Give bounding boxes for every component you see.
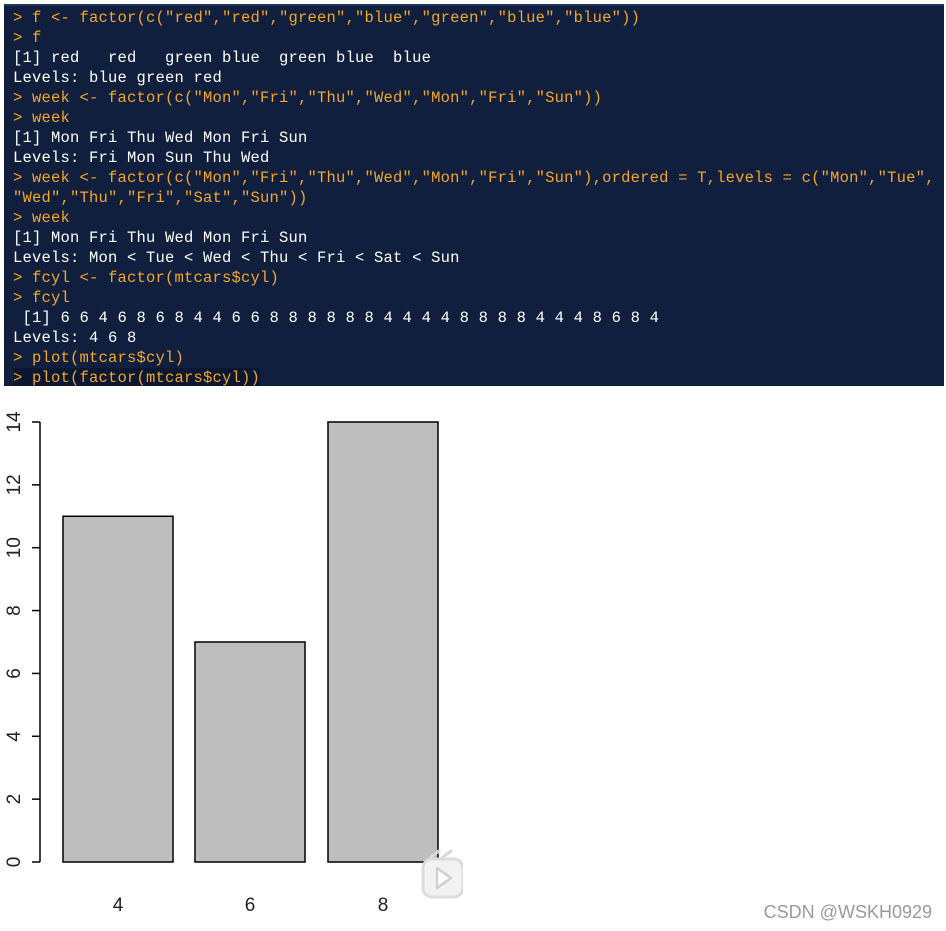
play-icon[interactable]: [421, 849, 465, 901]
y-tick-label: 14: [4, 411, 25, 433]
console-command-line: > week <- factor(c("Mon","Fri","Thu","We…: [13, 89, 603, 107]
y-tick-label: 12: [4, 474, 25, 495]
watermark-text: CSDN @WSKH0929: [763, 902, 932, 922]
bar-6: [194, 641, 306, 863]
console-command-line: > f: [13, 29, 42, 47]
console-output-line: [1] Mon Fri Thu Wed Mon Fri Sun: [13, 129, 308, 147]
console-command-line: > week: [13, 209, 71, 227]
console-command-line: > week: [13, 109, 71, 127]
y-tick-label: 4: [4, 731, 25, 742]
bar-chart: 0 2 4 6 8 10 12 14 4 6 8: [4, 411, 439, 916]
x-category-label: 8: [378, 895, 389, 916]
console-output-line: [1] red red green blue green blue blue: [13, 49, 432, 67]
bar-8: [327, 421, 439, 863]
console-output-line: Levels: Mon < Tue < Wed < Thu < Fri < Sa…: [13, 249, 460, 267]
y-tick-label: 2: [4, 794, 25, 805]
y-tick-label: 6: [4, 668, 25, 679]
console-command-line: > f <- factor(c("red","red","green","blu…: [13, 9, 641, 27]
y-tick-label: 10: [4, 537, 25, 558]
console-command-line: > plot(factor(mtcars$cyl)): [13, 368, 261, 386]
console-output-line: Levels: Fri Mon Sun Thu Wed: [13, 149, 270, 167]
console-command-line: > fcyl <- factor(mtcars$cyl): [13, 269, 280, 287]
console-output-line: Levels: blue green red: [13, 69, 223, 87]
y-tick-label: 8: [4, 605, 25, 616]
console-output-line: Levels: 4 6 8: [13, 329, 137, 347]
console-command-line: > week <- factor(c("Mon","Fri","Thu","We…: [13, 169, 935, 187]
console-output-line: [1] 6 6 4 6 8 6 8 4 4 6 6 8 8 8 8 8 8 4 …: [13, 309, 660, 327]
console-command-line: "Wed","Thu","Fri","Sat","Sun")): [13, 189, 308, 207]
console-output-line: [1] Mon Fri Thu Wed Mon Fri Sun: [13, 229, 308, 247]
bar-4: [62, 515, 174, 863]
y-tick-label: 0: [4, 857, 25, 868]
console-command-line: > fcyl: [13, 289, 71, 307]
x-category-label: 4: [113, 895, 124, 916]
plot-area: 0 2 4 6 8 10 12 14 4 6 8: [0, 384, 946, 931]
console-command-line: > plot(mtcars$cyl): [13, 349, 185, 367]
r-console: > f <- factor(c("red","red","green","blu…: [4, 4, 944, 386]
x-category-label: 6: [245, 895, 256, 916]
